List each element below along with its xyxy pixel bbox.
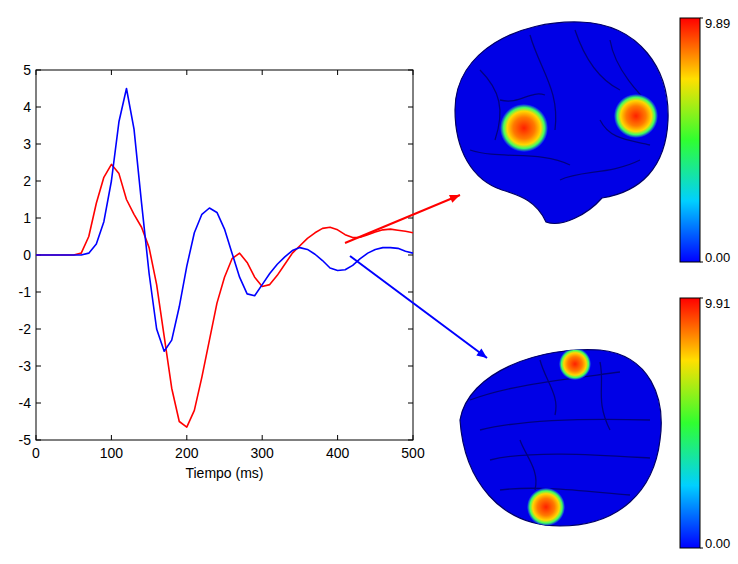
y-tick-label: 4 [23,99,31,115]
y-tick-right [408,255,413,256]
x-tick-label: 0 [32,445,40,461]
y-tick [36,440,41,441]
x-tick-top [111,70,112,75]
brain-sulcus [480,70,500,140]
brain-sulcus [540,360,556,415]
brain-sulcus [575,30,620,90]
x-tick [111,435,112,440]
brain-sulcus [490,454,650,460]
y-tick-right [408,70,413,71]
y-tick-label: -5 [19,432,32,448]
colorbar-tick [700,548,703,549]
brain-surface [460,350,661,526]
x-tick-label: 300 [251,445,275,461]
y-tick [36,181,41,182]
y-tick-label: -1 [19,284,32,300]
y-tick [36,70,41,71]
x-tick [262,435,263,440]
colorbar-tick [700,298,703,299]
brain-sulcus [560,160,640,180]
brain-surface [455,22,668,224]
y-tick-right [408,181,413,182]
plot-frame [36,70,413,440]
y-tick-right [408,440,413,441]
x-tick [337,435,338,440]
y-tick [36,329,41,330]
y-tick-label: -3 [19,358,32,374]
y-tick-right [408,218,413,219]
colorbar [680,18,700,262]
arrow-line [350,256,487,358]
activation-spot [614,94,658,138]
y-tick [36,403,41,404]
y-tick-right [408,144,413,145]
colorbar-tick-label: 0.00 [705,536,730,551]
colorbar-tick-label: 9.89 [705,16,730,31]
x-tick-label: 200 [175,445,199,461]
x-tick-label: 500 [401,445,425,461]
brain-detail [470,348,650,526]
x-axis-title: Tiempo (ms) [185,465,263,481]
activation-spot [527,488,565,526]
x-tick-top [413,70,414,75]
y-tick [36,144,41,145]
x-tick-label: 100 [100,445,124,461]
series-line [36,89,413,352]
x-tick-top [337,70,338,75]
activation-spot [500,104,548,152]
x-tick-top [262,70,263,75]
y-tick-right [408,366,413,367]
y-tick [36,218,41,219]
colorbar [680,298,700,548]
y-tick-label: -2 [19,321,32,337]
y-tick-right [408,403,413,404]
y-tick-label: 0 [23,247,31,263]
brain-sulcus [600,362,610,430]
brain-sulcus [500,94,545,101]
arrow-head [449,195,460,203]
y-tick-label: 3 [23,136,31,152]
y-tick-label: -4 [19,395,32,411]
x-tick [413,435,414,440]
colorbar-tick-label: 0.00 [705,250,730,265]
brain-sulcus [500,488,630,495]
arrow-head [476,349,487,358]
series-line [36,164,413,427]
chart: -5 -4 -3 -2 -1 0 1 2 3 4 5 0 100 200 300 400 500 Tiempo (… [0,0,738,564]
arrow-line [345,195,460,243]
colorbar-tick [700,18,703,19]
brain-sulcus [480,419,650,430]
y-tick-right [408,329,413,330]
activation-spot [559,348,591,380]
y-tick-right [408,107,413,108]
brain-sulcus [470,150,570,165]
y-tick-label: 5 [23,62,31,78]
x-tick [36,435,37,440]
y-tick [36,366,41,367]
brain-detail [470,30,658,180]
brain-sulcus [470,372,620,400]
y-tick-label: 1 [23,210,31,226]
x-tick-top [36,70,37,75]
data-group [36,89,413,428]
y-tick [36,292,41,293]
colorbar-tick [700,262,703,263]
y-tick-label: 2 [23,173,31,189]
brain-sulcus [520,440,536,490]
x-tick-top [186,70,187,75]
y-tick [36,107,41,108]
x-tick [186,435,187,440]
y-tick-right [408,292,413,293]
x-tick-label: 400 [326,445,350,461]
colorbar-tick-label: 9.91 [705,296,730,311]
